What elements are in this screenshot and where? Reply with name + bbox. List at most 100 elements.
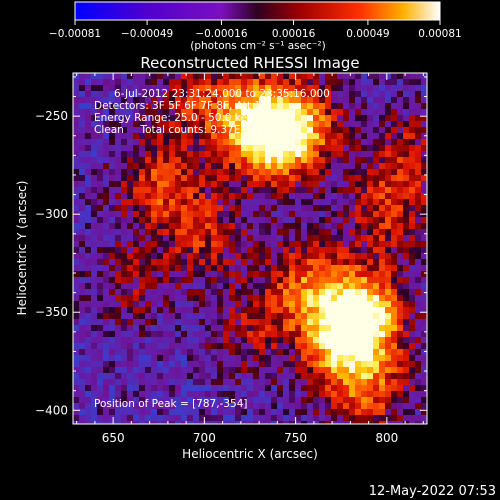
- heatmap-cell: [253, 355, 260, 362]
- heatmap-cell: [367, 235, 374, 242]
- heatmap-cell: [319, 103, 326, 110]
- heatmap-cell: [211, 199, 218, 206]
- heatmap-cell: [271, 223, 278, 230]
- heatmap-cell: [325, 91, 332, 98]
- heatmap-cell: [319, 115, 326, 122]
- heatmap-cell: [421, 319, 427, 326]
- heatmap-cell: [181, 175, 188, 182]
- heatmap-cell: [337, 103, 344, 110]
- heatmap-cell: [103, 331, 110, 338]
- heatmap-cell: [361, 253, 368, 260]
- heatmap-cell: [169, 151, 176, 158]
- heatmap-cell: [133, 145, 140, 152]
- heatmap-cell: [391, 73, 398, 80]
- heatmap-cell: [133, 289, 140, 296]
- heatmap-cell: [115, 343, 122, 350]
- heatmap-cell: [403, 199, 410, 206]
- heatmap-cell: [217, 97, 224, 104]
- heatmap-cell: [193, 367, 200, 374]
- heatmap-cell: [391, 229, 398, 236]
- heatmap-cell: [397, 169, 404, 176]
- heatmap-cell: [103, 223, 110, 230]
- heatmap-cell: [97, 85, 104, 92]
- heatmap-cell: [241, 319, 248, 326]
- heatmap-cell: [277, 409, 284, 416]
- heatmap-cell: [169, 355, 176, 362]
- heatmap-cell: [385, 199, 392, 206]
- heatmap-cell: [355, 157, 362, 164]
- heatmap-cell: [355, 145, 362, 152]
- heatmap-cell: [409, 211, 416, 218]
- heatmap-cell: [193, 265, 200, 272]
- heatmap-cell: [229, 403, 236, 410]
- heatmap-cell: [355, 109, 362, 116]
- heatmap-cell: [295, 259, 302, 266]
- heatmap-cell: [79, 73, 86, 80]
- heatmap-cell: [115, 205, 122, 212]
- heatmap-cell: [373, 421, 380, 424]
- heatmap-cell: [295, 325, 302, 332]
- heatmap-cell: [391, 175, 398, 182]
- heatmap-cell: [97, 307, 104, 314]
- heatmap-cell: [163, 325, 170, 332]
- heatmap-cell: [121, 265, 128, 272]
- heatmap-cell: [337, 415, 344, 422]
- heatmap-cell: [295, 85, 302, 92]
- heatmap-cell: [79, 211, 86, 218]
- heatmap-cell: [175, 121, 182, 128]
- heatmap-cell: [283, 97, 290, 104]
- heatmap-cell: [367, 193, 374, 200]
- heatmap-cell: [217, 271, 224, 278]
- heatmap-cell: [181, 325, 188, 332]
- heatmap-cell: [403, 259, 410, 266]
- heatmap-cell: [133, 85, 140, 92]
- heatmap-cell: [409, 289, 416, 296]
- heatmap-cell: [253, 403, 260, 410]
- heatmap-cell: [367, 355, 374, 362]
- heatmap-cell: [325, 121, 332, 128]
- heatmap-cell: [355, 361, 362, 368]
- heatmap-cell: [181, 217, 188, 224]
- heatmap-cell: [85, 289, 92, 296]
- heatmap-cell: [241, 97, 248, 104]
- heatmap-cell: [247, 193, 254, 200]
- heatmap-cell: [349, 379, 356, 386]
- heatmap-cell: [349, 361, 356, 368]
- heatmap-cell: [229, 295, 236, 302]
- heatmap-cell: [145, 121, 152, 128]
- heatmap-cell: [349, 109, 356, 116]
- heatmap-cell: [409, 361, 416, 368]
- heatmap-cell: [265, 379, 272, 386]
- heatmap-cell: [319, 385, 326, 392]
- heatmap-cell: [133, 109, 140, 116]
- heatmap-cell: [301, 157, 308, 164]
- heatmap-cell: [163, 409, 170, 416]
- heatmap-cell: [97, 343, 104, 350]
- heatmap-cell: [313, 73, 320, 80]
- heatmap-cell: [91, 169, 98, 176]
- heatmap-cell: [97, 109, 104, 116]
- heatmap-cell: [163, 319, 170, 326]
- heatmap-cell: [367, 421, 374, 424]
- heatmap-cell: [253, 97, 260, 104]
- heatmap-cell: [115, 151, 122, 158]
- heatmap-cell: [295, 157, 302, 164]
- heatmap-cell: [145, 169, 152, 176]
- heatmap-cell: [409, 271, 416, 278]
- heatmap-cell: [313, 103, 320, 110]
- heatmap-cell: [343, 391, 350, 398]
- heatmap-cell: [277, 91, 284, 98]
- heatmap-cell: [379, 415, 386, 422]
- heatmap-cell: [421, 223, 427, 230]
- heatmap-cell: [193, 403, 200, 410]
- heatmap-cell: [235, 73, 242, 80]
- heatmap-cell: [97, 265, 104, 272]
- heatmap-cell: [253, 349, 260, 356]
- heatmap-cell: [307, 181, 314, 188]
- heatmap-cell: [391, 277, 398, 284]
- heatmap-cell: [175, 385, 182, 392]
- heatmap-cell: [235, 307, 242, 314]
- heatmap-cell: [145, 97, 152, 104]
- heatmap-cell: [325, 367, 332, 374]
- heatmap-cell: [235, 85, 242, 92]
